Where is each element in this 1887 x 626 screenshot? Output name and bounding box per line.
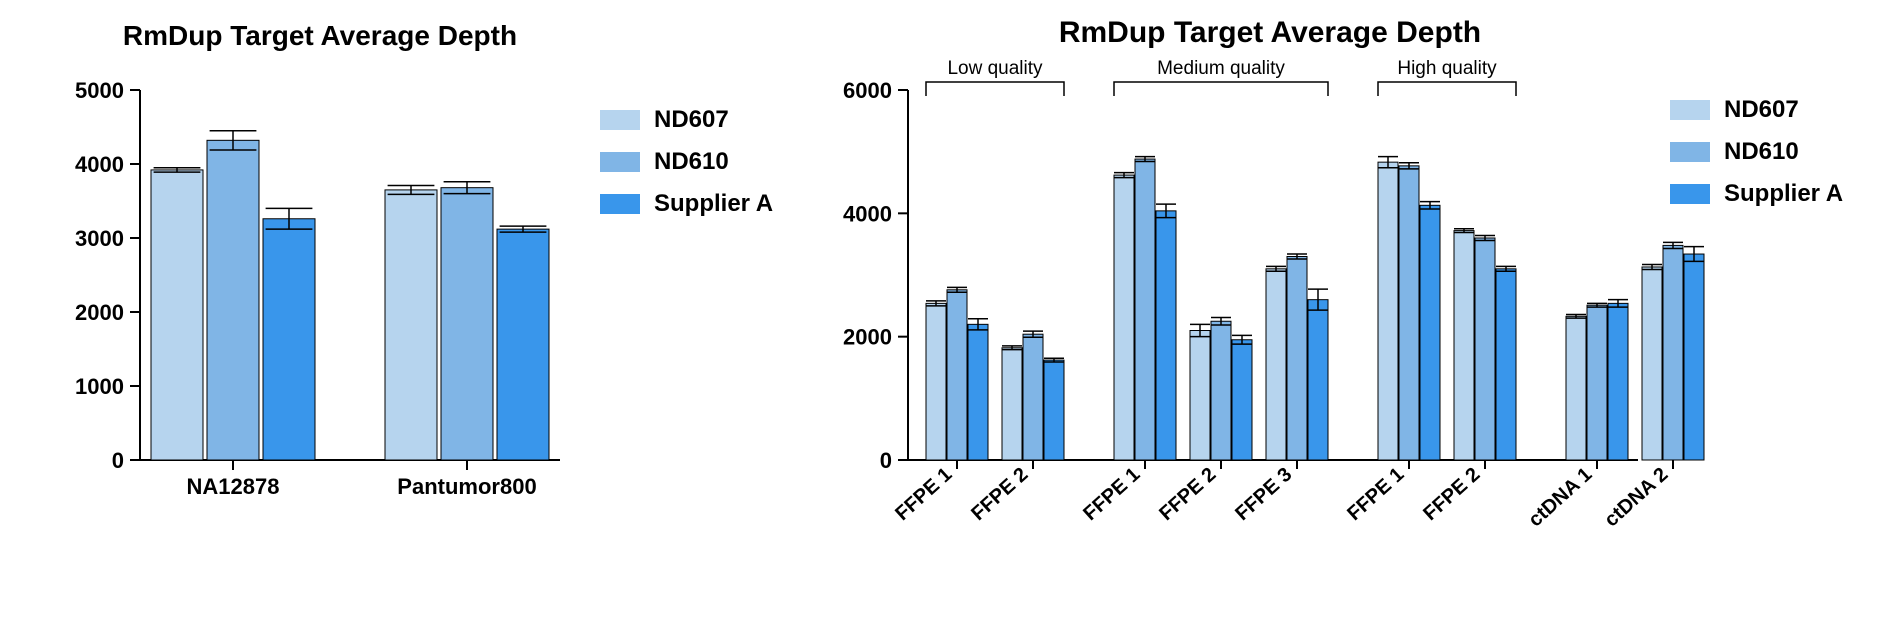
bar [1190, 331, 1210, 461]
svg-text:3000: 3000 [75, 226, 124, 251]
legend-label: Supplier A [1724, 180, 1843, 207]
bar [1566, 316, 1586, 460]
svg-text:2000: 2000 [75, 300, 124, 325]
legend-label: ND610 [1724, 138, 1799, 165]
svg-text:6000: 6000 [843, 78, 892, 103]
svg-text:1000: 1000 [75, 374, 124, 399]
legend-label: Supplier A [654, 190, 773, 217]
bar [1232, 340, 1252, 460]
legend-label: ND610 [654, 148, 729, 175]
legend-swatch [600, 152, 640, 172]
x-category: ctDNA 2 [1600, 463, 1672, 531]
x-category: FFPE 1 [1343, 463, 1408, 525]
bar [151, 170, 203, 460]
bar [1608, 303, 1628, 460]
x-category: NA12878 [187, 474, 280, 499]
bar [1496, 269, 1516, 460]
bar [1023, 334, 1043, 460]
bar [968, 324, 988, 460]
bar [1642, 267, 1662, 460]
bar [1287, 257, 1307, 461]
x-category: FFPE 1 [891, 463, 956, 525]
x-category: FFPE 2 [1155, 463, 1220, 525]
left-chart-svg: 0 1000 2000 3000 4000 5000 NA12878 Pantumor800 N… [40, 10, 860, 570]
bracket-label: Low quality [947, 58, 1043, 79]
bar [1135, 159, 1155, 460]
svg-text:2000: 2000 [843, 325, 892, 350]
x-category: Pantumor800 [397, 474, 536, 499]
bar [926, 303, 946, 460]
bar [1454, 231, 1474, 460]
x-category: FFPE 2 [967, 463, 1032, 525]
legend-swatch [600, 110, 640, 130]
bar [1266, 269, 1286, 460]
bracket-label: High quality [1397, 58, 1497, 79]
legend-label: ND607 [654, 106, 729, 133]
x-category: ctDNA 1 [1524, 463, 1596, 531]
bar [1420, 205, 1440, 460]
legend-swatch [600, 194, 640, 214]
bar [1211, 321, 1231, 460]
svg-text:4000: 4000 [75, 152, 124, 177]
bar [1156, 211, 1176, 460]
bracket-label: Medium quality [1157, 58, 1285, 79]
bar [1308, 300, 1328, 460]
legend-label: ND607 [1724, 96, 1799, 123]
left-chart-panel: RmDup Target Average Depth 0100020003000… [40, 10, 860, 570]
x-category: FFPE 2 [1419, 463, 1484, 525]
bar [1475, 238, 1495, 460]
x-category: FFPE 3 [1231, 463, 1296, 525]
svg-text:0: 0 [112, 448, 124, 473]
bar [1002, 348, 1022, 460]
bar [207, 140, 259, 460]
bar [441, 188, 493, 460]
bar [1399, 166, 1419, 460]
bar [1587, 305, 1607, 460]
legend-swatch [1670, 184, 1710, 204]
bar [1684, 254, 1704, 460]
bar [1378, 162, 1398, 460]
legend-swatch [1670, 142, 1710, 162]
bar [1114, 175, 1134, 460]
bar [1663, 245, 1683, 460]
x-category: FFPE 1 [1079, 463, 1144, 525]
bar [947, 290, 967, 460]
bar [1044, 360, 1064, 460]
svg-text:5000: 5000 [75, 78, 124, 103]
right-chart-svg: 0200040006000FFPE 1FFPE 2FFPE 1FFPE 2FFP… [830, 10, 1880, 620]
svg-text:0: 0 [880, 448, 892, 473]
right-chart-panel: RmDup Target Average Depth 0200040006000… [830, 10, 1880, 620]
bar [385, 190, 437, 460]
svg-text:4000: 4000 [843, 201, 892, 226]
bar [497, 229, 549, 460]
legend-swatch [1670, 100, 1710, 120]
bar [263, 219, 315, 460]
